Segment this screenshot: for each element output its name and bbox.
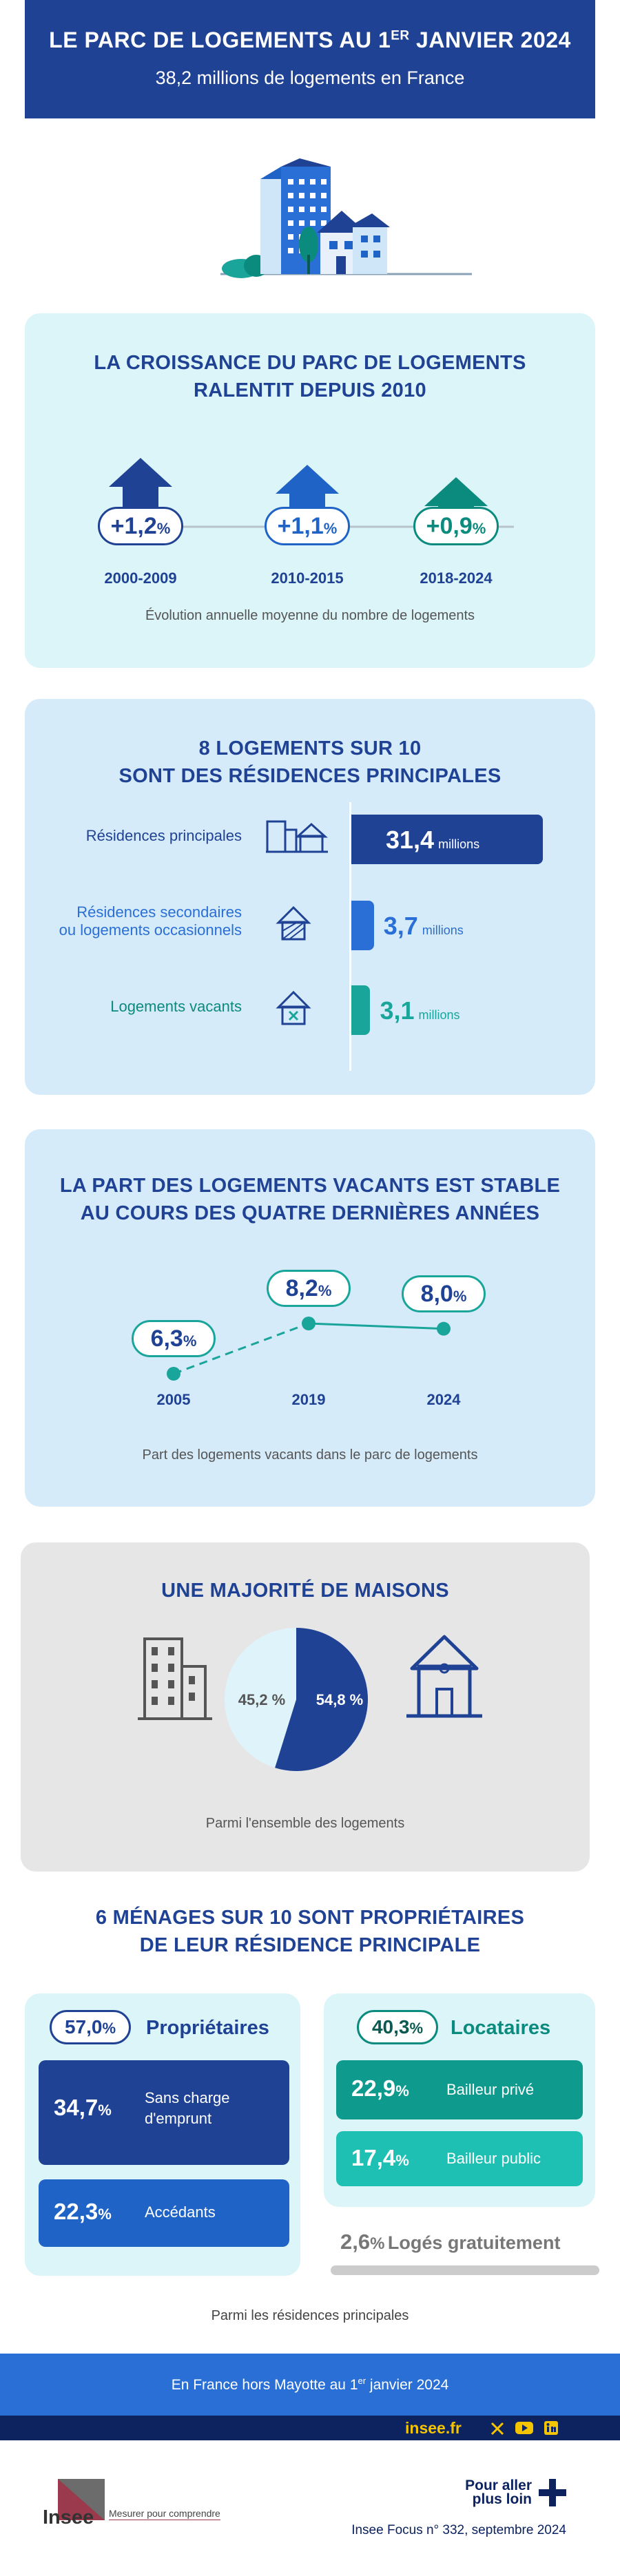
- bailleur-public-value: 17,4%: [351, 2145, 409, 2170]
- holiday-house-icon: [276, 905, 311, 941]
- residence-bar-2: [351, 985, 371, 1035]
- residence-value-0: 31,4 millions: [386, 826, 480, 854]
- vacant-year-2: 2024: [426, 1391, 461, 1408]
- insee-logo-icon: [58, 2479, 105, 2520]
- residences-section: 8 LOGEMENTS SUR 10 SONT DES RÉSIDENCES PR…: [25, 699, 595, 1095]
- header-banner: LE PARC DE LOGEMENTS AU 1ER JANVIER 2024…: [25, 0, 595, 118]
- pie-label-maisons: 54,8 %: [316, 1691, 364, 1708]
- pour-aller-plus-loin-link[interactable]: Pour aller plus loin: [465, 2478, 532, 2507]
- growth-section: LA CROISSANCE DU PARC DE LOGEMENTS RALENT…: [25, 313, 595, 668]
- bailleur-public-label: Bailleur public: [446, 2150, 541, 2167]
- bailleur-prive-box: 22,9% Bailleur privé: [336, 2060, 583, 2119]
- vacant-point-1: [302, 1317, 316, 1330]
- houses-caption: Parmi l'ensemble des logements: [205, 1816, 405, 1831]
- loges-gratuitement: 2,6% Logés gratuitement: [340, 2230, 561, 2254]
- owners-title: 6 MÉNAGES SUR 10 SONT PROPRIÉTAIRES DE LE…: [95, 1907, 525, 1956]
- locataires-panel: 40,3% Locataires 22,9% Bailleur privé 17…: [324, 1993, 595, 2207]
- proprietaires-panel: 57,0% Propriétaires 34,7% Sans charge d'e…: [25, 1993, 300, 2276]
- locataires-pill: 40,3%: [357, 2010, 438, 2044]
- pie-slice-maisons: [275, 1628, 368, 1771]
- buildings-illustration: [220, 158, 472, 278]
- buildings-house-icon: [266, 820, 328, 853]
- owners-caption: Parmi les résidences principales: [211, 2308, 409, 2323]
- bailleur-prive-value: 22,9%: [351, 2075, 409, 2101]
- scope-banner: En France hors Mayotte au 1er janvier 20…: [0, 2354, 620, 2416]
- growth-value-1: +1,1%: [265, 507, 350, 545]
- apartment-building-icon: [138, 1637, 212, 1720]
- residence-label-2: Logements vacants: [110, 998, 242, 1015]
- sans-charge-box: 34,7% Sans charge d'emprunt: [39, 2060, 289, 2165]
- houses-title: UNE MAJORITÉ DE MAISONS: [161, 1580, 449, 1602]
- x-social-icon[interactable]: [490, 2422, 504, 2436]
- youtube-icon[interactable]: [515, 2421, 533, 2435]
- vacant-line-chart: [167, 1317, 451, 1381]
- house-icon: [406, 1635, 482, 1718]
- vacant-value-2: 8,0%: [402, 1275, 486, 1312]
- linkedin-icon[interactable]: [544, 2421, 558, 2435]
- vacant-line-solid: [308, 1322, 444, 1330]
- page-title: LE PARC DE LOGEMENTS AU 1ER JANVIER 2024: [49, 28, 571, 52]
- vacant-caption: Part des logements vacants dans le parc …: [142, 1447, 478, 1463]
- source-reference: Insee Focus n° 332, septembre 2024: [351, 2523, 566, 2537]
- residence-value-2: 3,1 millions: [380, 996, 460, 1025]
- growth-period-0: 2000-2009: [104, 569, 177, 587]
- residence-bar-1: [351, 901, 374, 950]
- vacant-year-1: 2019: [291, 1391, 326, 1408]
- insee-tagline: Mesurer pour comprendre: [109, 2508, 220, 2520]
- sans-charge-value: 34,7%: [54, 2095, 112, 2120]
- vacant-value-1: 8,2%: [267, 1270, 351, 1307]
- proprietaires-pill: 57,0%: [50, 2010, 131, 2044]
- growth-title: LA CROISSANCE DU PARC DE LOGEMENTS RALENT…: [94, 352, 526, 401]
- proprietaires-label: Propriétaires: [146, 2017, 269, 2039]
- residence-label-1: Résidences secondaires ou logements occas…: [59, 903, 242, 939]
- houses-pie-chart: [225, 1628, 368, 1771]
- accedants-value: 22,3%: [54, 2199, 112, 2224]
- vacant-value-0: 6,3%: [132, 1320, 216, 1357]
- vacant-year-0: 2005: [156, 1391, 191, 1408]
- growth-caption: Évolution annuelle moyenne du nombre de …: [145, 608, 475, 623]
- vacant-house-icon: [276, 990, 311, 1025]
- vacant-section: LA PART DES LOGEMENTS VACANTS EST STABLE…: [25, 1129, 595, 1507]
- bars-axis: [349, 802, 351, 1071]
- vacant-line-dashed: [173, 1322, 309, 1375]
- accedants-box: 22,3% Accédants: [39, 2179, 289, 2247]
- houses-section: UNE MAJORITÉ DE MAISONS 45,2 % 54,8 % Pa…: [21, 1542, 590, 1872]
- links-bar: insee.fr: [0, 2416, 620, 2440]
- accedants-label: Accédants: [145, 2203, 216, 2221]
- growth-value-2: +0,9%: [413, 507, 499, 545]
- residences-title: 8 LOGEMENTS SUR 10 SONT DES RÉSIDENCES PR…: [118, 737, 502, 787]
- vacant-title: LA PART DES LOGEMENTS VACANTS EST STABLE…: [59, 1175, 561, 1224]
- growth-period-1: 2010-2015: [271, 569, 344, 587]
- pie-label-apartments: 45,2 %: [238, 1691, 286, 1708]
- insee-site-link[interactable]: insee.fr: [405, 2419, 462, 2437]
- vacant-point-0: [167, 1367, 180, 1381]
- residence-value-1: 3,7 millions: [383, 912, 464, 940]
- scope-text: En France hors Mayotte au 1er janvier 20…: [171, 2376, 449, 2393]
- growth-value-0: +1,2%: [98, 507, 183, 545]
- bailleur-public-box: 17,4% Bailleur public: [336, 2131, 583, 2186]
- plus-icon[interactable]: [539, 2479, 566, 2506]
- growth-period-2: 2018-2024: [420, 569, 493, 587]
- page-subtitle: 38,2 millions de logements en France: [155, 67, 465, 88]
- vacant-point-2: [437, 1321, 451, 1336]
- residence-bar-0: [351, 815, 543, 864]
- insee-logo-text: Insee: [43, 2506, 94, 2528]
- sans-charge-label: Sans charge d'emprunt: [145, 2089, 230, 2127]
- bailleur-prive-label: Bailleur privé: [446, 2081, 535, 2098]
- loges-gratuitement-bar: [331, 2265, 599, 2275]
- locataires-label: Locataires: [451, 2017, 551, 2039]
- residence-label-0: Résidences principales: [85, 827, 242, 844]
